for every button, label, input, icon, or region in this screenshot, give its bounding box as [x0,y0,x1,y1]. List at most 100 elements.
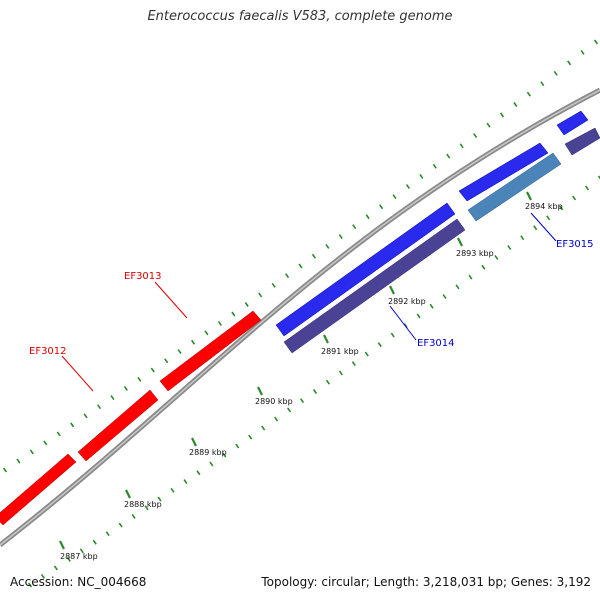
outer-tick [338,234,343,240]
inner-tick [520,235,525,241]
inner-tick [481,264,486,270]
inner-tick [261,425,266,431]
outer-tick [258,292,263,298]
inner-tick [131,513,136,519]
inner-tick [597,175,600,180]
genome-backbone-highlight [0,89,600,546]
inner-tick [390,332,395,338]
outer-tick [231,311,236,317]
outer-tick [392,194,397,200]
outer-tick [16,458,21,464]
inner-tick-row [27,175,600,588]
cds-arrow-ef3014-upper[interactable] [275,202,456,337]
kbp-labels: 2887 kbp 2888 kbp 2889 kbp 2890 kbp 2891… [60,202,563,561]
inner-tick [27,582,33,588]
kbp-label-2888: 2888 kbp [124,500,162,509]
outer-tick [137,376,142,382]
inner-tick [338,370,343,376]
inner-tick [507,245,512,251]
kbp-label-2889: 2889 kbp [189,448,227,457]
leader-line-ef3013 [154,281,188,319]
inner-tick [429,303,434,309]
outer-tick [325,243,330,249]
inner-tick [53,565,58,571]
leader-line-ef3015 [530,212,557,242]
leader-line-ef3014 [389,305,417,341]
kbp-label-2892: 2892 kbp [388,297,426,306]
inner-tick [364,351,369,357]
gene-label-ef3014[interactable]: EF3014 [417,338,455,349]
inner-tick [287,407,292,413]
forward-gene-track [0,310,262,526]
kbp-tick-row [59,191,532,550]
inner-tick [66,556,71,562]
cds-arrow-ef3015-lower[interactable] [467,152,562,222]
outer-tick [352,224,357,230]
cds-arrow-ef3015-upper[interactable] [458,142,549,202]
outer-tick [271,282,276,288]
inner-tick [92,539,97,545]
cds-arrow-right-lower[interactable] [564,127,600,156]
inner-tick [494,254,499,260]
inner-tick [312,389,318,394]
inner-tick [105,531,110,537]
gene-label-ef3012[interactable]: EF3012 [29,346,67,357]
cds-arrow-right-upper[interactable] [556,110,589,136]
gene-label-ef3013[interactable]: EF3013 [124,271,162,282]
inner-tick [170,487,175,493]
inner-tick [416,313,421,319]
outer-tick [110,395,115,401]
accession-text: Accession: NC_004668 [10,575,147,589]
outer-tick [217,321,222,326]
kbp-major-tick [323,334,329,344]
inner-tick [377,342,382,348]
outer-tick [432,163,437,169]
cds-arrow-ef3014-lower[interactable] [283,218,466,354]
inner-tick [79,548,84,554]
inner-tick [157,496,162,502]
outer-tick [123,385,128,391]
outer-tick [29,449,34,455]
outer-tick [446,153,451,159]
reverse-cds-track [283,127,600,354]
gene-arrow-ef3013[interactable] [159,310,262,392]
outer-tick [567,60,572,66]
inner-tick [403,323,408,328]
outer-tick [56,431,61,437]
inner-tick [351,361,356,366]
inner-tick [299,398,305,404]
outer-tick [43,440,48,446]
outer-tick [70,422,75,428]
inner-tick [572,195,577,201]
outer-tick [419,174,424,179]
leader-line-ef3012 [61,355,94,392]
kbp-major-tick [457,237,463,247]
outer-tick [164,358,169,364]
gene-label-ef3015[interactable]: EF3015 [556,239,594,250]
gene-arrow-ef3012-a[interactable] [0,453,77,526]
kbp-major-tick [257,386,263,396]
kbp-label-2890: 2890 kbp [255,397,293,406]
outer-tick [150,367,155,373]
outer-tick [2,467,8,473]
kbp-major-tick [59,540,65,550]
outer-tick [553,70,558,76]
outer-tick [473,133,478,138]
outer-tick [379,204,384,210]
gene-arrow-ef3012-b[interactable] [77,389,159,462]
inner-tick [118,522,123,528]
outer-tick [177,349,182,355]
outer-tick [459,143,464,149]
inner-tick [196,470,201,476]
inner-tick [144,505,149,511]
inner-tick [546,215,551,221]
outer-tick [580,49,585,55]
kbp-major-tick [526,191,532,201]
outer-tick [365,214,370,220]
outer-tick [405,184,411,190]
inner-tick [235,443,240,449]
kbp-label-2893: 2893 kbp [456,249,494,258]
inner-tick [584,185,590,191]
inner-tick [442,294,447,300]
